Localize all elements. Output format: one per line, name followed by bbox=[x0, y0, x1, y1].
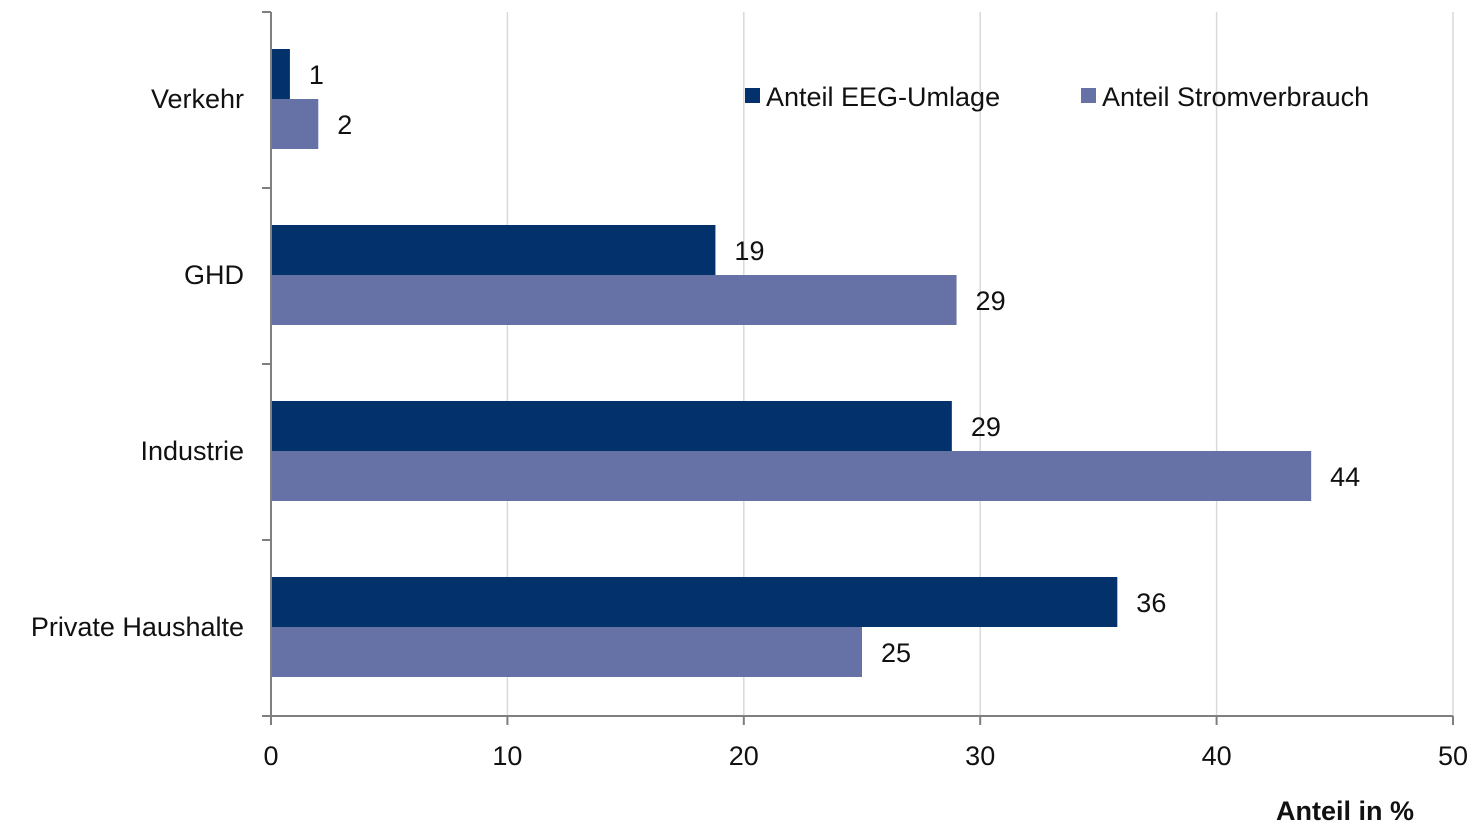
x-tick-label-50: 50 bbox=[1438, 741, 1468, 771]
legend-swatch bbox=[745, 88, 760, 103]
bar-eeg-umlage bbox=[271, 225, 716, 275]
bar-eeg-umlage bbox=[271, 49, 290, 99]
bar-stromverbrauch bbox=[271, 451, 1312, 501]
data-label: 44 bbox=[1330, 462, 1360, 492]
value-labels: 12 19 29 29 44 36 25 bbox=[309, 60, 1360, 668]
category-label: Private Haushalte bbox=[31, 612, 244, 642]
x-tick-label-10: 10 bbox=[492, 741, 522, 771]
legend: Anteil EEG-Umlage Anteil Stromverbrauch bbox=[745, 82, 1369, 112]
bar-eeg-umlage bbox=[271, 577, 1118, 627]
legend-label: Anteil EEG-Umlage bbox=[766, 82, 1000, 112]
data-label: 25 bbox=[881, 638, 911, 668]
category-label: Industrie bbox=[140, 436, 244, 466]
bars bbox=[271, 49, 1312, 677]
data-label: 2 bbox=[337, 110, 352, 140]
axes: 0 10 20 30 40 50 Verkehr GHD Industrie Private Ha… bbox=[31, 11, 1468, 771]
data-label: 19 bbox=[734, 236, 764, 266]
data-label: 1 bbox=[309, 60, 324, 90]
x-tick-label-40: 40 bbox=[1202, 741, 1232, 771]
x-tick-label-0: 0 bbox=[263, 741, 278, 771]
bar-eeg-umlage bbox=[271, 401, 952, 451]
x-tick-label-30: 30 bbox=[965, 741, 995, 771]
x-axis-title: Anteil in % bbox=[1276, 796, 1414, 826]
x-tick-label-20: 20 bbox=[729, 741, 759, 771]
legend-label: Anteil Stromverbrauch bbox=[1102, 82, 1369, 112]
bar-stromverbrauch bbox=[271, 627, 862, 677]
data-label: 36 bbox=[1136, 588, 1166, 618]
category-label: GHD bbox=[184, 260, 244, 290]
data-label: 29 bbox=[971, 412, 1001, 442]
legend-swatch bbox=[1081, 88, 1096, 103]
bar-stromverbrauch bbox=[271, 275, 957, 325]
bar-stromverbrauch bbox=[271, 99, 319, 149]
category-label: Verkehr bbox=[151, 84, 244, 114]
data-label: 29 bbox=[976, 286, 1006, 316]
